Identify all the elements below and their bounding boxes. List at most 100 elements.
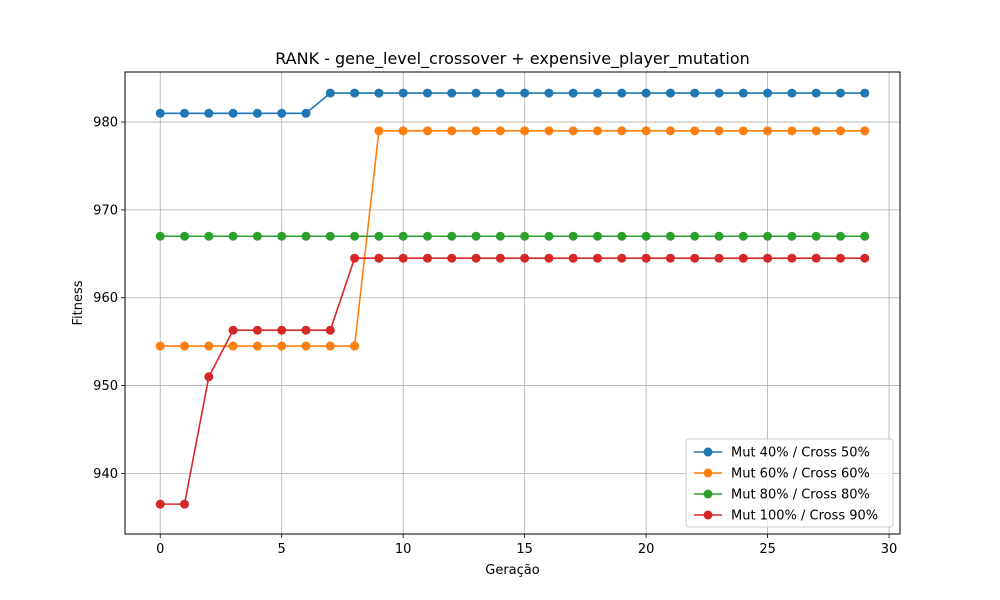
y-axis-label: Fitness: [71, 280, 86, 325]
data-point: [641, 88, 651, 98]
data-point: [447, 231, 457, 241]
data-point: [350, 231, 360, 241]
data-point: [811, 126, 821, 136]
data-point: [277, 325, 287, 335]
plot-frame: [124, 71, 901, 535]
data-point: [738, 88, 748, 98]
data-point: [641, 126, 651, 136]
data-point: [860, 126, 870, 136]
data-point: [422, 126, 432, 136]
data-point: [568, 126, 578, 136]
data-point: [787, 126, 797, 136]
x-tick-label: 0: [156, 542, 164, 557]
series-line: [160, 92, 865, 115]
data-point: [398, 88, 408, 98]
data-point: [277, 341, 287, 351]
legend-box: [685, 438, 894, 528]
data-point: [714, 88, 724, 98]
data-point: [252, 325, 262, 335]
data-point: [350, 88, 360, 98]
data-point: [617, 88, 627, 98]
data-point: [690, 231, 700, 241]
data-point: [617, 253, 627, 263]
data-point: [835, 231, 845, 241]
series-2: [155, 126, 870, 351]
data-point: [398, 126, 408, 136]
x-axis-label: Geração: [485, 563, 539, 578]
data-point: [860, 253, 870, 263]
data-point: [495, 88, 505, 98]
data-point: [301, 108, 311, 118]
data-point: [568, 253, 578, 263]
legend-item: Mut 80% / Cross 80%: [694, 488, 870, 503]
data-point: [155, 231, 165, 241]
data-point: [568, 88, 578, 98]
data-point: [180, 108, 190, 118]
data-point: [301, 325, 311, 335]
data-point: [204, 108, 214, 118]
data-point: [471, 231, 481, 241]
data-point: [495, 231, 505, 241]
x-tick-label: 15: [516, 542, 533, 557]
data-point: [763, 88, 773, 98]
legend-marker: [703, 468, 713, 478]
data-point: [374, 253, 384, 263]
data-point: [811, 253, 821, 263]
data-point: [374, 126, 384, 136]
data-point: [593, 253, 603, 263]
data-point: [811, 231, 821, 241]
data-point: [544, 88, 554, 98]
series-3: [155, 231, 870, 241]
data-point: [228, 231, 238, 241]
x-tick-label: 30: [881, 542, 898, 557]
data-point: [860, 231, 870, 241]
chart-title: RANK - gene_level_crossover + expensive_…: [275, 49, 750, 69]
data-point: [811, 88, 821, 98]
data-point: [763, 253, 773, 263]
data-point: [471, 126, 481, 136]
data-point: [422, 88, 432, 98]
data-point: [228, 108, 238, 118]
y-tick-label: 980: [93, 116, 118, 131]
data-point: [325, 341, 335, 351]
series-group: [155, 88, 870, 509]
data-point: [277, 108, 287, 118]
data-point: [422, 253, 432, 263]
data-point: [180, 499, 190, 509]
data-point: [665, 253, 675, 263]
data-point: [593, 231, 603, 241]
x-tick-label: 25: [759, 542, 776, 557]
y-tick-label: 950: [93, 379, 118, 394]
data-point: [277, 231, 287, 241]
data-point: [398, 253, 408, 263]
legend-label: Mut 80% / Cross 80%: [731, 488, 870, 503]
legend: Mut 40% / Cross 50% Mut 60% / Cross 60% Mu…: [685, 438, 894, 528]
x-tick-label: 20: [638, 542, 655, 557]
data-point: [204, 341, 214, 351]
data-point: [690, 88, 700, 98]
data-point: [471, 253, 481, 263]
data-point: [301, 231, 311, 241]
data-point: [204, 231, 214, 241]
data-point: [471, 88, 481, 98]
data-point: [787, 231, 797, 241]
data-point: [520, 126, 530, 136]
x-tick-label: 5: [278, 542, 286, 557]
data-point: [155, 341, 165, 351]
data-point: [544, 126, 554, 136]
data-point: [544, 253, 554, 263]
data-point: [593, 88, 603, 98]
data-point: [641, 253, 651, 263]
legend-item: Mut 100% / Cross 90%: [694, 509, 878, 524]
data-point: [180, 341, 190, 351]
data-point: [422, 231, 432, 241]
data-point: [835, 88, 845, 98]
data-point: [155, 108, 165, 118]
y-axis-ticks: 940 950 960 970 980: [93, 116, 125, 482]
series-1: [155, 88, 870, 118]
data-point: [714, 253, 724, 263]
legend-marker: [703, 489, 713, 499]
data-point: [617, 231, 627, 241]
x-tick-label: 10: [395, 542, 412, 557]
